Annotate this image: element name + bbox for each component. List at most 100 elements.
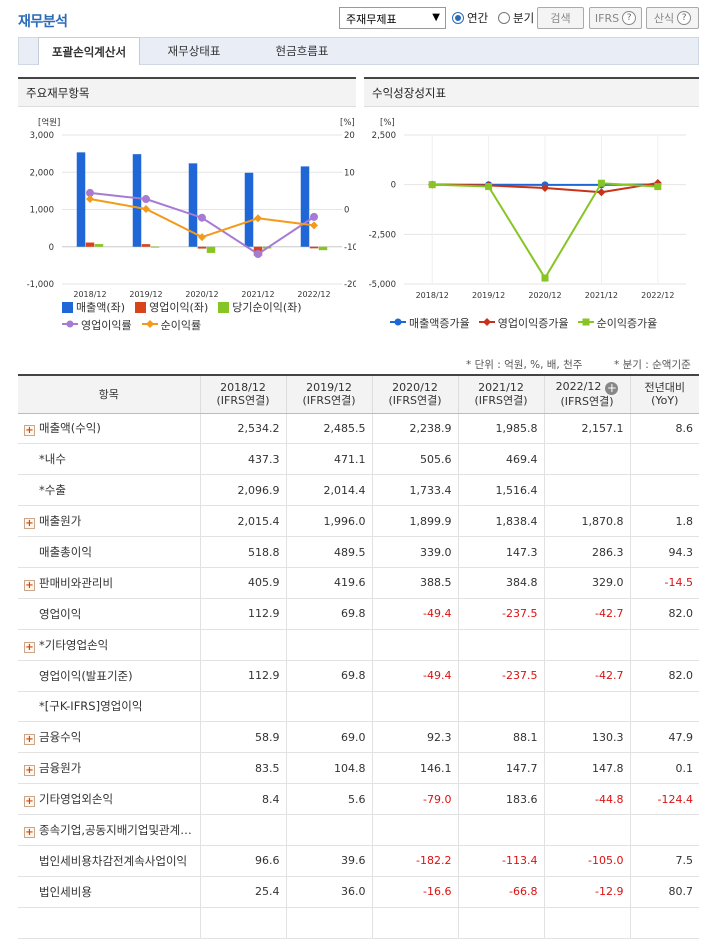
row-label-text: 영업이익(발표기준): [39, 669, 133, 683]
expand-row-icon[interactable]: +: [24, 796, 35, 807]
formula-help-button[interactable]: 산식 ?: [646, 7, 699, 29]
row-label: *내수: [18, 444, 200, 475]
table-cell: [286, 691, 372, 722]
header-line1: 전년대비: [631, 381, 700, 394]
right-tick-label: 10: [344, 168, 355, 178]
table-cell: 112.9: [200, 598, 286, 629]
legend-item: 매출액(좌): [62, 299, 125, 315]
table-cell: [544, 907, 630, 938]
table-cell: [200, 815, 286, 846]
row-label: *[구K-IFRS]영업이익: [18, 691, 200, 722]
line-영업이익률: [90, 193, 314, 254]
table-cell: 92.3: [372, 722, 458, 753]
row-label-text: 법인세비용차감전계속사업이익: [39, 854, 187, 868]
table-cell: 388.5: [372, 567, 458, 598]
point-영업이익률: [198, 214, 206, 222]
expand-row-icon[interactable]: +: [24, 580, 35, 591]
table-cell: 88.1: [458, 722, 544, 753]
page-title: 재무분석: [18, 11, 68, 31]
row-label-text: 법인세비용: [39, 885, 92, 899]
table-cell: -44.8: [544, 784, 630, 815]
table-cell: 69.0: [286, 722, 372, 753]
radio-quarter[interactable]: 분기: [498, 10, 534, 26]
legend-item: 매출액증가율: [390, 315, 470, 331]
table-cell: 2,014.4: [286, 475, 372, 506]
row-label[interactable]: +종속기업,공동지배기업및관계기업관련손익: [18, 815, 200, 846]
search-button[interactable]: 검색: [537, 7, 584, 29]
point-영업이익률: [310, 213, 318, 221]
legend-label: 순이익률: [161, 317, 201, 333]
table-cell: 384.8: [458, 567, 544, 598]
expand-row-icon[interactable]: +: [24, 827, 35, 838]
left-tick-label: 2,000: [30, 168, 54, 178]
table-cell: 1,733.4: [372, 475, 458, 506]
table-cell: 69.8: [286, 660, 372, 691]
legend-item: 영업이익(좌): [135, 299, 208, 315]
header-line1: 2020/12: [373, 381, 458, 394]
radio-unchecked-icon: [498, 12, 510, 24]
expand-row-icon[interactable]: +: [24, 518, 35, 529]
row-label[interactable]: +기타영업외손익: [18, 784, 200, 815]
row-label: 법인세비용차감전계속사업이익: [18, 845, 200, 876]
bar-영업이익(좌): [86, 243, 95, 247]
legend-label: 영업이익(좌): [149, 299, 208, 315]
bar-영업이익(좌): [198, 247, 207, 249]
table-cell: 2,485.5: [286, 413, 372, 444]
radio-annual-label: 연간: [467, 10, 488, 26]
legend-item: 순이익증가율: [578, 315, 658, 331]
ifrs-help-button[interactable]: IFRS ?: [589, 7, 642, 29]
expand-columns-icon[interactable]: +: [605, 382, 618, 395]
legend-marker: [390, 317, 406, 330]
table-cell: 1,985.8: [458, 413, 544, 444]
legend-marker: [479, 317, 495, 330]
legend-label: 영업이익률: [81, 317, 132, 333]
expand-row-icon[interactable]: +: [24, 425, 35, 436]
formula-button-label: 산식: [654, 10, 674, 26]
tab-cash-flow[interactable]: 현금흐름표: [254, 37, 350, 65]
header-period: 2020/12(IFRS연결): [372, 375, 458, 413]
table-cell: 0.1: [630, 753, 699, 784]
row-label[interactable]: +매출액(수익): [18, 413, 200, 444]
row-label[interactable]: +금융원가: [18, 753, 200, 784]
table-cell: 1,516.4: [458, 475, 544, 506]
point-순이익률: [198, 233, 206, 241]
search-button-label: 검색: [550, 10, 570, 26]
row-label[interactable]: +금융수익: [18, 722, 200, 753]
expand-row-icon[interactable]: +: [24, 765, 35, 776]
row-label[interactable]: +*기타영업손익: [18, 629, 200, 660]
x-tick-label: 2019/12: [129, 290, 162, 299]
table-cell: [630, 907, 699, 938]
table-cell: 8.6: [630, 413, 699, 444]
table-cell: 47.9: [630, 722, 699, 753]
header-line2: (IFRS연결): [201, 394, 286, 407]
row-label[interactable]: +판매비와관리비: [18, 567, 200, 598]
table-cell: [200, 629, 286, 660]
bar-매출액(좌): [301, 166, 310, 246]
table-cell: [544, 815, 630, 846]
table-cell: 5.6: [286, 784, 372, 815]
tab-balance-sheet[interactable]: 재무상태표: [146, 37, 242, 65]
row-label[interactable]: +매출원가: [18, 506, 200, 537]
bar-영업이익(좌): [310, 247, 319, 249]
x-tick-label: 2018/12: [416, 291, 449, 300]
expand-row-icon[interactable]: +: [24, 642, 35, 653]
radio-annual[interactable]: 연간: [452, 10, 488, 26]
table-cell: [544, 444, 630, 475]
statement-type-select[interactable]: 주재무제표 ▼: [339, 7, 446, 29]
expand-row-icon[interactable]: +: [24, 734, 35, 745]
tick-label: 2,500: [372, 131, 396, 141]
table-cell: 2,096.9: [200, 475, 286, 506]
bar-당기순이익(좌): [151, 247, 160, 248]
table-cell: 25.4: [200, 876, 286, 907]
panel-header-financial-items: 주요재무항목: [18, 77, 356, 107]
left-axis-unit: [억원]: [38, 117, 60, 128]
table-cell: [286, 629, 372, 660]
tab-income-statement[interactable]: 포괄손익계산서: [38, 37, 140, 65]
table-cell: -16.6: [372, 876, 458, 907]
tick-label: -5,000: [369, 280, 396, 290]
